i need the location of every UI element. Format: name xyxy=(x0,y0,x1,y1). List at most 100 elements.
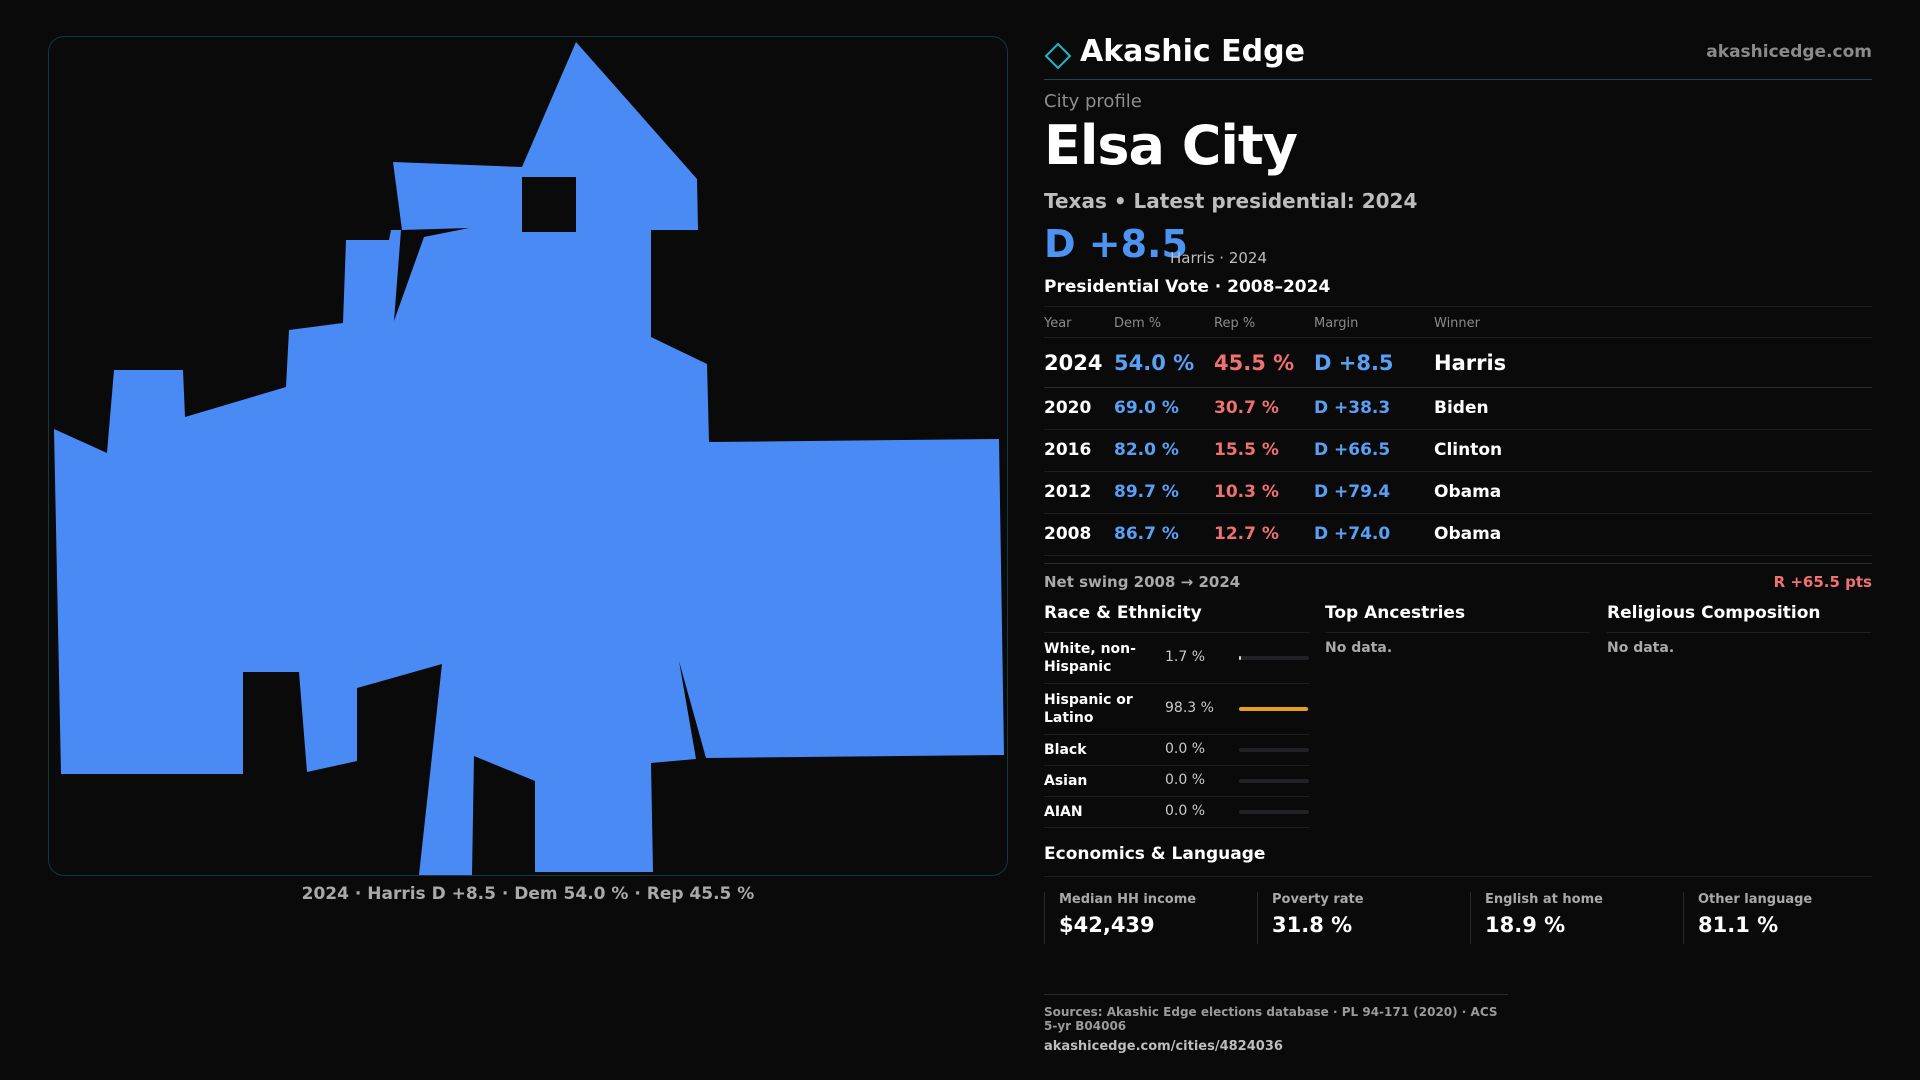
col-margin: Margin xyxy=(1314,316,1359,331)
page-subtitle: Texas • Latest presidential: 2024 xyxy=(1044,189,1418,213)
race-percent: 98.3 % xyxy=(1165,700,1214,716)
map-caption: 2024 · Harris D +8.5 · Dem 54.0 % · Rep … xyxy=(301,884,755,904)
stat-label: Other language xyxy=(1698,892,1813,907)
stat-english-at-home: English at home 18.9 % xyxy=(1470,892,1670,944)
cell-rep: 30.7 % xyxy=(1214,398,1279,418)
race-percent: 1.7 % xyxy=(1165,649,1206,665)
cell-dem: 54.0 % xyxy=(1114,351,1195,375)
race-bar xyxy=(1239,748,1309,752)
col-year: Year xyxy=(1044,316,1072,331)
stat-other-language: Other language 81.1 % xyxy=(1683,892,1883,944)
cell-year: 2008 xyxy=(1044,524,1092,544)
latest-margin: D +8.5 xyxy=(1044,222,1188,266)
economics-section-title: Economics & Language xyxy=(1044,844,1872,877)
sources-footer: Sources: Akashic Edge elections database… xyxy=(1044,994,1508,1054)
stat-value: 31.8 % xyxy=(1272,913,1353,937)
race-row: Hispanic or Latino 98.3 % xyxy=(1044,684,1309,735)
city-permalink[interactable]: akashicedge.com/cities/4824036 xyxy=(1044,1039,1283,1054)
brand-header: Akashic Edge akashicedge.com xyxy=(1044,30,1872,80)
race-bar xyxy=(1239,707,1309,711)
city-profile-panel: Akashic Edge akashicedge.com City profil… xyxy=(1044,0,1872,1080)
cell-margin: D +79.4 xyxy=(1314,482,1391,502)
page-eyebrow: City profile xyxy=(1044,91,1142,112)
cell-dem: 82.0 % xyxy=(1114,440,1179,460)
table-row: 2020 69.0 % 30.7 % D +38.3 Biden xyxy=(1044,388,1872,430)
religion-title: Religious Composition xyxy=(1607,600,1871,633)
cell-year: 2012 xyxy=(1044,482,1092,502)
economics-stats: Median HH income $42,439 Poverty rate 31… xyxy=(1044,892,1872,944)
cell-dem: 69.0 % xyxy=(1114,398,1179,418)
cell-winner: Clinton xyxy=(1434,440,1503,460)
cell-margin: D +8.5 xyxy=(1314,351,1394,375)
cell-winner: Harris xyxy=(1434,351,1507,375)
race-bar xyxy=(1239,779,1309,783)
race-percent: 0.0 % xyxy=(1165,803,1206,819)
table-row: 2012 89.7 % 10.3 % D +79.4 Obama xyxy=(1044,472,1872,514)
col-rep: Rep % xyxy=(1214,316,1256,331)
race-label: Hispanic or Latino xyxy=(1044,692,1133,726)
col-winner: Winner xyxy=(1434,316,1481,331)
cell-year: 2024 xyxy=(1044,351,1103,375)
stat-median-income: Median HH income $42,439 xyxy=(1044,892,1244,944)
race-section-title: Race & Ethnicity xyxy=(1044,600,1309,633)
cell-rep: 12.7 % xyxy=(1214,524,1279,544)
race-ethnicity-section: Race & Ethnicity White, non-Hispanic 1.7… xyxy=(1044,600,1309,828)
race-row: White, non-Hispanic 1.7 % xyxy=(1044,633,1309,684)
table-row: 2016 82.0 % 15.5 % D +66.5 Clinton xyxy=(1044,430,1872,472)
race-label: Asian xyxy=(1044,773,1088,789)
cell-margin: D +38.3 xyxy=(1314,398,1391,418)
cell-dem: 89.7 % xyxy=(1114,482,1179,502)
ancestries-empty: No data. xyxy=(1325,640,1393,656)
stat-label: Median HH income xyxy=(1059,892,1197,907)
race-row: Asian 0.0 % xyxy=(1044,766,1309,797)
stat-poverty-rate: Poverty rate 31.8 % xyxy=(1257,892,1457,944)
race-label: AIAN xyxy=(1044,804,1083,820)
net-swing-value: R +65.5 pts xyxy=(1773,573,1872,591)
race-bar xyxy=(1239,810,1309,814)
stat-label: Poverty rate xyxy=(1272,892,1364,907)
cell-margin: D +66.5 xyxy=(1314,440,1391,460)
race-label: White, non-Hispanic xyxy=(1044,641,1136,675)
race-percent: 0.0 % xyxy=(1165,741,1206,757)
latest-margin-note: Harris · 2024 xyxy=(1170,249,1268,267)
net-swing-label: Net swing 2008 → 2024 xyxy=(1044,573,1241,591)
cell-rep: 15.5 % xyxy=(1214,440,1279,460)
vote-table-header: Year Dem % Rep % Margin Winner xyxy=(1044,306,1872,338)
cell-dem: 86.7 % xyxy=(1114,524,1179,544)
cell-winner: Obama xyxy=(1434,482,1502,502)
race-bar xyxy=(1239,656,1309,660)
diamond-icon xyxy=(1044,42,1072,70)
net-swing: Net swing 2008 → 2024 R +65.5 pts xyxy=(1044,563,1872,599)
presidential-vote-table: Year Dem % Rep % Margin Winner 2024 54.0… xyxy=(1044,306,1872,556)
ancestries-title: Top Ancestries xyxy=(1325,600,1589,633)
race-row: AIAN 0.0 % xyxy=(1044,797,1309,828)
religion-empty: No data. xyxy=(1607,640,1675,656)
cell-year: 2020 xyxy=(1044,398,1092,418)
brand-name: Akashic Edge xyxy=(1080,34,1305,69)
cell-margin: D +74.0 xyxy=(1314,524,1391,544)
stat-value: 18.9 % xyxy=(1485,913,1566,937)
table-row: 2008 86.7 % 12.7 % D +74.0 Obama xyxy=(1044,514,1872,556)
brand-url-link[interactable]: akashicedge.com xyxy=(1706,42,1872,62)
stat-value: $42,439 xyxy=(1059,913,1155,937)
stat-label: English at home xyxy=(1485,892,1603,907)
race-label: Black xyxy=(1044,742,1087,758)
sources-text: Sources: Akashic Edge elections database… xyxy=(1044,1005,1498,1033)
stat-value: 81.1 % xyxy=(1698,913,1779,937)
race-bar-fill xyxy=(1239,656,1241,660)
cell-year: 2016 xyxy=(1044,440,1092,460)
religion-section: Religious Composition No data. xyxy=(1607,600,1871,656)
vote-section-title: Presidential Vote · 2008–2024 xyxy=(1044,277,1331,297)
cell-rep: 45.5 % xyxy=(1214,351,1295,375)
col-dem: Dem % xyxy=(1114,316,1162,331)
race-row: Black 0.0 % xyxy=(1044,735,1309,766)
table-row: 2024 54.0 % 45.5 % D +8.5 Harris xyxy=(1044,338,1872,388)
city-boundary-shape xyxy=(54,42,1004,875)
cell-winner: Biden xyxy=(1434,398,1489,418)
ancestries-section: Top Ancestries No data. xyxy=(1325,600,1589,656)
city-boundary-map xyxy=(54,42,1004,875)
page-title: Elsa City xyxy=(1044,114,1298,177)
cell-rep: 10.3 % xyxy=(1214,482,1279,502)
race-bar-fill xyxy=(1239,707,1308,711)
city-map[interactable] xyxy=(48,36,1008,876)
